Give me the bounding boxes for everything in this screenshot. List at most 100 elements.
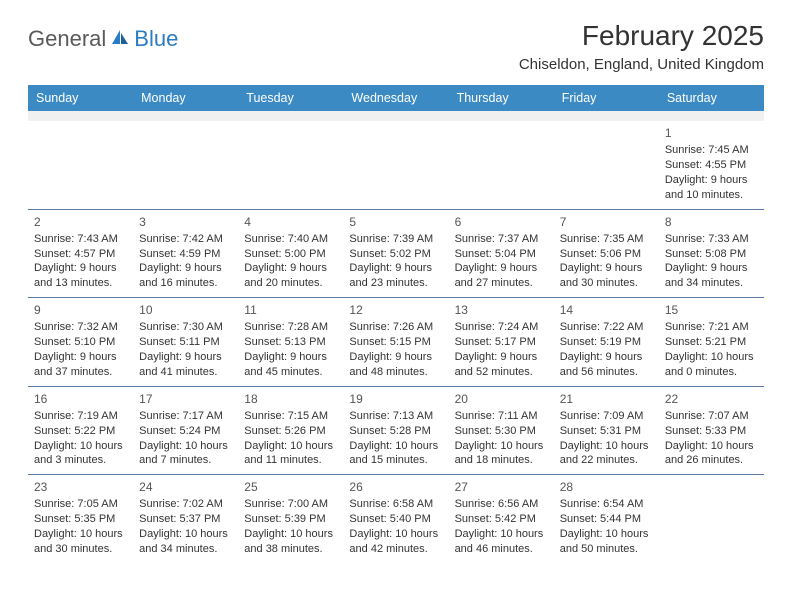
sunset-line: Sunset: 5:30 PM <box>455 424 548 439</box>
day-number: 1 <box>665 125 758 141</box>
sunrise-line: Sunrise: 7:24 AM <box>455 320 548 335</box>
daylight-line: Daylight: 9 hours and 37 minutes. <box>34 350 127 380</box>
day-info: Sunrise: 7:42 AMSunset: 4:59 PMDaylight:… <box>139 232 232 291</box>
daylight-line: Daylight: 10 hours and 34 minutes. <box>139 527 232 557</box>
daylight-line: Daylight: 9 hours and 20 minutes. <box>244 261 337 291</box>
day-number: 28 <box>560 479 653 495</box>
day-info: Sunrise: 7:13 AMSunset: 5:28 PMDaylight:… <box>349 409 442 468</box>
day-info: Sunrise: 7:32 AMSunset: 5:10 PMDaylight:… <box>34 320 127 379</box>
day-cell <box>554 121 659 209</box>
day-cell: 21Sunrise: 7:09 AMSunset: 5:31 PMDayligh… <box>554 386 659 475</box>
day-cell <box>343 121 448 209</box>
daylight-line: Daylight: 9 hours and 41 minutes. <box>139 350 232 380</box>
day-number: 6 <box>455 214 548 230</box>
day-number: 23 <box>34 479 127 495</box>
day-cell: 10Sunrise: 7:30 AMSunset: 5:11 PMDayligh… <box>133 298 238 387</box>
day-info: Sunrise: 7:02 AMSunset: 5:37 PMDaylight:… <box>139 497 232 556</box>
day-number: 13 <box>455 302 548 318</box>
sunset-line: Sunset: 4:55 PM <box>665 158 758 173</box>
sunset-line: Sunset: 5:08 PM <box>665 247 758 262</box>
day-cell: 23 Sunrise: 7:05 AMSunset: 5:35 PMDayligh… <box>28 475 133 563</box>
daylight-line: Daylight: 9 hours and 56 minutes. <box>560 350 653 380</box>
day-cell: 19Sunrise: 7:13 AMSunset: 5:28 PMDayligh… <box>343 386 448 475</box>
day-cell <box>659 475 764 563</box>
day-cell: 27Sunrise: 6:56 AMSunset: 5:42 PMDayligh… <box>449 475 554 563</box>
day-info: Sunrise: 7:07 AMSunset: 5:33 PMDaylight:… <box>665 409 758 468</box>
daylight-line: Daylight: 10 hours and 0 minutes. <box>665 350 758 380</box>
sunset-line: Sunset: 5:33 PM <box>665 424 758 439</box>
sunrise-line: Sunrise: 7:35 AM <box>560 232 653 247</box>
day-number: 20 <box>455 391 548 407</box>
daylight-line: Daylight: 10 hours and 38 minutes. <box>244 527 337 557</box>
day-cell: 17 Sunrise: 7:17 AMSunset: 5:24 PMDayligh… <box>133 386 238 475</box>
day-info: Sunrise: 7:11 AMSunset: 5:30 PMDaylight:… <box>455 409 548 468</box>
brand-word-blue: Blue <box>134 26 178 52</box>
sunrise-line: Sunrise: 7:37 AM <box>455 232 548 247</box>
day-info: Sunrise: 7:09 AMSunset: 5:31 PMDaylight:… <box>560 409 653 468</box>
sunset-line: Sunset: 5:04 PM <box>455 247 548 262</box>
day-cell: 28Sunrise: 6:54 AMSunset: 5:44 PMDayligh… <box>554 475 659 563</box>
day-number: 25 <box>244 479 337 495</box>
sunrise-line: Sunrise: 7:43 AM <box>34 232 127 247</box>
day-number: 2 <box>34 214 127 230</box>
week-row: 16Sunrise: 7:19 AMSunset: 5:22 PMDayligh… <box>28 386 764 475</box>
sunset-line: Sunset: 5:17 PM <box>455 335 548 350</box>
sunrise-line: Sunrise: 7:42 AM <box>139 232 232 247</box>
daylight-line: Daylight: 10 hours and 46 minutes. <box>455 527 548 557</box>
week-row: 23 Sunrise: 7:05 AMSunset: 5:35 PMDayligh… <box>28 475 764 563</box>
daylight-line: Daylight: 10 hours and 22 minutes. <box>560 439 653 469</box>
sunset-line: Sunset: 5:37 PM <box>139 512 232 527</box>
sunrise-line: Sunrise: 6:56 AM <box>455 497 548 512</box>
title-block: February 2025 Chiseldon, England, United… <box>519 20 764 81</box>
day-cell: 13 Sunrise: 7:24 AMSunset: 5:17 PMDayligh… <box>449 298 554 387</box>
sunset-line: Sunset: 5:31 PM <box>560 424 653 439</box>
day-cell: 26Sunrise: 6:58 AMSunset: 5:40 PMDayligh… <box>343 475 448 563</box>
sunrise-line: Sunrise: 7:45 AM <box>665 143 758 158</box>
sunrise-line: Sunrise: 7:26 AM <box>349 320 442 335</box>
daylight-line: Daylight: 9 hours and 23 minutes. <box>349 261 442 291</box>
day-number: 8 <box>665 214 758 230</box>
weekday-friday: Friday <box>554 85 659 111</box>
sunrise-line: Sunrise: 7:39 AM <box>349 232 442 247</box>
day-cell: 24Sunrise: 7:02 AMSunset: 5:37 PMDayligh… <box>133 475 238 563</box>
day-cell: 1 Sunrise: 7:45 AMSunset: 4:55 PMDaylight… <box>659 121 764 209</box>
day-info: Sunrise: 7:05 AMSunset: 5:35 PMDaylight:… <box>34 497 127 556</box>
day-cell: 14Sunrise: 7:22 AMSunset: 5:19 PMDayligh… <box>554 298 659 387</box>
sunset-line: Sunset: 5:21 PM <box>665 335 758 350</box>
week-row: 1 Sunrise: 7:45 AMSunset: 4:55 PMDaylight… <box>28 121 764 209</box>
day-info: Sunrise: 7:24 AMSunset: 5:17 PMDaylight:… <box>455 320 548 379</box>
sunrise-line: Sunrise: 7:21 AM <box>665 320 758 335</box>
sunrise-line: Sunrise: 7:09 AM <box>560 409 653 424</box>
daylight-line: Daylight: 10 hours and 11 minutes. <box>244 439 337 469</box>
day-cell: 20 Sunrise: 7:11 AMSunset: 5:30 PMDayligh… <box>449 386 554 475</box>
sunrise-line: Sunrise: 7:40 AM <box>244 232 337 247</box>
day-info: Sunrise: 7:17 AMSunset: 5:24 PMDaylight:… <box>139 409 232 468</box>
day-cell: 2Sunrise: 7:43 AMSunset: 4:57 PMDaylight… <box>28 209 133 298</box>
day-cell: 9Sunrise: 7:32 AMSunset: 5:10 PMDaylight… <box>28 298 133 387</box>
day-info: Sunrise: 7:21 AMSunset: 5:21 PMDaylight:… <box>665 320 758 379</box>
daylight-line: Daylight: 9 hours and 45 minutes. <box>244 350 337 380</box>
day-number: 16 <box>34 391 127 407</box>
weekday-sunday: Sunday <box>28 85 133 111</box>
day-info: Sunrise: 7:30 AMSunset: 5:11 PMDaylight:… <box>139 320 232 379</box>
day-info: Sunrise: 6:58 AMSunset: 5:40 PMDaylight:… <box>349 497 442 556</box>
sunrise-line: Sunrise: 7:02 AM <box>139 497 232 512</box>
sunrise-line: Sunrise: 7:15 AM <box>244 409 337 424</box>
daylight-line: Daylight: 9 hours and 48 minutes. <box>349 350 442 380</box>
day-number: 17 <box>139 391 232 407</box>
sunset-line: Sunset: 5:10 PM <box>34 335 127 350</box>
day-info: Sunrise: 6:56 AMSunset: 5:42 PMDaylight:… <box>455 497 548 556</box>
day-cell: 5Sunrise: 7:39 AMSunset: 5:02 PMDaylight… <box>343 209 448 298</box>
day-info: Sunrise: 7:33 AMSunset: 5:08 PMDaylight:… <box>665 232 758 291</box>
daylight-line: Daylight: 9 hours and 10 minutes. <box>665 173 758 203</box>
day-info: Sunrise: 7:26 AMSunset: 5:15 PMDaylight:… <box>349 320 442 379</box>
daylight-line: Daylight: 10 hours and 50 minutes. <box>560 527 653 557</box>
day-info: Sunrise: 7:15 AMSunset: 5:26 PMDaylight:… <box>244 409 337 468</box>
sunrise-line: Sunrise: 7:11 AM <box>455 409 548 424</box>
blank-spacer-row <box>28 111 764 121</box>
day-cell: 18Sunrise: 7:15 AMSunset: 5:26 PMDayligh… <box>238 386 343 475</box>
sunrise-line: Sunrise: 7:28 AM <box>244 320 337 335</box>
day-number: 7 <box>560 214 653 230</box>
daylight-line: Daylight: 10 hours and 7 minutes. <box>139 439 232 469</box>
sunset-line: Sunset: 5:11 PM <box>139 335 232 350</box>
